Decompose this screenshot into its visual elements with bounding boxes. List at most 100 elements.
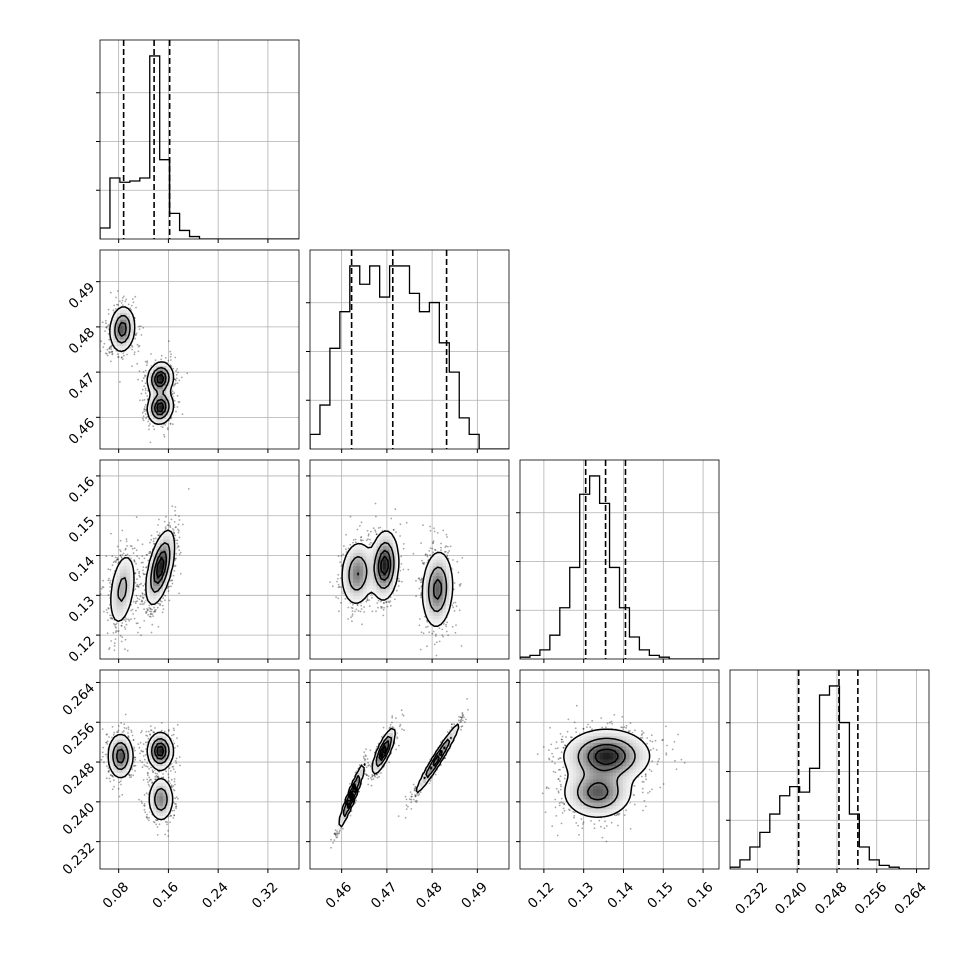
sample-point <box>148 776 151 779</box>
sample-point <box>176 406 179 408</box>
sample-point <box>136 568 139 571</box>
sample-point <box>605 840 608 843</box>
sample-point <box>107 770 110 773</box>
sample-point <box>150 778 152 781</box>
sample-point <box>174 771 177 773</box>
sample-point <box>144 413 147 415</box>
sample-point <box>360 521 363 524</box>
sample-point <box>164 527 167 530</box>
contour-line <box>346 740 446 809</box>
sample-point <box>170 585 172 588</box>
sample-point <box>370 784 373 787</box>
sample-point <box>107 767 110 769</box>
sample-point <box>365 539 368 542</box>
sample-point <box>146 609 149 612</box>
sample-point <box>146 774 149 776</box>
sample-point <box>419 648 422 651</box>
sample-point <box>142 326 145 329</box>
sample-point <box>434 549 437 552</box>
sample-point <box>113 649 116 652</box>
sample-point <box>178 379 181 382</box>
sample-point <box>555 815 558 817</box>
sample-point <box>683 761 686 764</box>
sample-point <box>461 719 464 722</box>
sample-point <box>404 795 407 798</box>
sample-point <box>439 741 442 744</box>
sample-point <box>401 728 403 731</box>
sample-point <box>418 618 421 620</box>
sample-point <box>130 609 132 612</box>
sample-point <box>662 783 665 785</box>
sample-point <box>391 726 394 728</box>
sample-point <box>593 827 596 830</box>
sample-point <box>164 599 166 602</box>
sample-point <box>362 755 365 758</box>
sample-point <box>140 800 143 803</box>
sample-point <box>372 778 375 780</box>
sample-point <box>444 551 446 553</box>
sample-point <box>124 547 127 550</box>
sample-point <box>562 740 565 743</box>
sample-point <box>120 783 122 786</box>
sample-point <box>117 630 120 632</box>
sample-point <box>120 624 123 627</box>
sample-point <box>146 608 148 610</box>
sample-point <box>369 765 372 768</box>
sample-point <box>102 579 104 582</box>
sample-point <box>351 610 354 612</box>
sample-point <box>370 778 373 781</box>
sample-point <box>136 600 138 602</box>
scatter-points <box>330 698 469 849</box>
sample-point <box>154 610 157 613</box>
sample-point <box>415 579 417 582</box>
sample-point <box>169 526 172 529</box>
sample-point <box>460 720 463 723</box>
sample-point <box>112 561 115 564</box>
sample-point <box>142 596 145 599</box>
sample-point <box>176 539 179 542</box>
sample-point <box>173 814 176 817</box>
x-tick-label: 0.12 <box>525 879 558 912</box>
sample-point <box>414 785 417 788</box>
sample-point <box>572 810 575 813</box>
sample-point <box>156 776 159 778</box>
sample-point <box>634 729 636 732</box>
sample-point <box>347 547 350 550</box>
sample-point <box>143 593 146 596</box>
sample-point <box>175 762 178 764</box>
sample-point <box>461 557 464 559</box>
contour-line <box>153 550 168 585</box>
sample-point <box>140 334 143 336</box>
sample-point <box>558 802 561 804</box>
sample-point <box>143 803 146 805</box>
sample-point <box>641 791 644 794</box>
sample-point <box>365 774 368 777</box>
sample-point <box>462 714 464 716</box>
sample-point <box>106 743 109 745</box>
sample-point <box>144 360 147 363</box>
sample-point <box>146 817 149 820</box>
sample-point <box>110 345 113 347</box>
sample-point <box>403 729 405 732</box>
sample-point <box>142 603 145 605</box>
sample-point <box>435 633 437 636</box>
sample-point <box>110 616 113 619</box>
sample-point <box>335 596 337 598</box>
panel-frame <box>519 669 720 870</box>
sample-point <box>132 774 135 777</box>
sample-point <box>117 356 119 358</box>
sample-point <box>145 734 147 737</box>
sample-point <box>370 541 372 544</box>
sample-point <box>137 743 140 745</box>
sample-point <box>354 610 356 613</box>
sample-point <box>561 738 563 741</box>
sample-point <box>161 426 164 429</box>
sample-point <box>448 550 451 552</box>
sample-point <box>147 730 150 733</box>
sample-point <box>127 728 130 731</box>
sample-point <box>135 594 138 597</box>
contour-line <box>348 541 448 613</box>
sample-point <box>144 392 147 394</box>
sample-point <box>149 778 152 781</box>
sample-point <box>401 713 404 716</box>
